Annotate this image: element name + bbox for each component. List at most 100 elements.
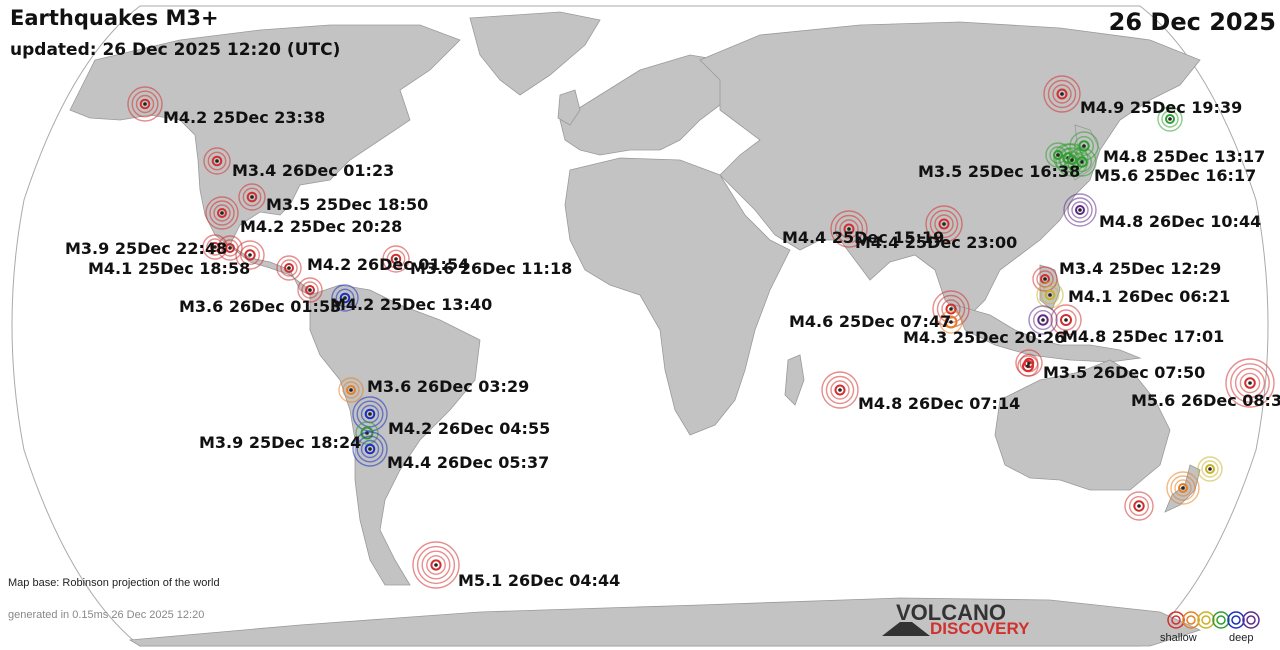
quake-ring (364, 443, 376, 455)
quake-label: M4.6 25Dec 07:47 (789, 312, 952, 331)
quake-epicenter (349, 388, 353, 392)
quake-marker[interactable] (1017, 355, 1039, 377)
quake-marker[interactable] (276, 255, 302, 281)
quake-marker[interactable] (925, 205, 963, 243)
quake-label: M4.2 25Dec 23:38 (163, 108, 326, 127)
quake-ring (944, 315, 958, 329)
quake-ring (339, 292, 351, 304)
quake-ring (352, 431, 388, 467)
quake-marker[interactable] (127, 86, 163, 122)
quake-ring (239, 244, 260, 265)
quake-marker[interactable] (352, 431, 388, 467)
quake-marker[interactable] (1043, 75, 1081, 113)
quake-ring (830, 380, 850, 400)
quake-ring (1052, 84, 1072, 104)
quake-epicenter (434, 563, 438, 567)
quake-ring (206, 238, 224, 256)
quake-marker[interactable] (202, 234, 228, 260)
quake-ring (1201, 460, 1219, 478)
quake-ring (280, 259, 298, 277)
quake-ring (331, 284, 359, 312)
quake-marker[interactable] (382, 245, 410, 273)
quake-ring (1055, 143, 1089, 177)
quake-ring (1017, 355, 1039, 377)
quake-ring (338, 377, 364, 403)
quake-ring (203, 147, 231, 175)
quake-ring (305, 285, 315, 295)
quake-label: M4.1 25Dec 18:58 (88, 259, 251, 278)
quake-ring (430, 559, 442, 571)
quake-ring (1032, 266, 1058, 292)
quake-ring (1071, 201, 1089, 219)
quake-ring (1050, 304, 1082, 336)
quake-ring (1055, 309, 1077, 331)
quake-ring (834, 214, 864, 244)
quake-marker[interactable] (297, 277, 323, 303)
quake-ring (1036, 270, 1054, 288)
quake-marker[interactable] (1124, 491, 1154, 521)
quake-label: M4.8 25Dec 17:01 (1062, 327, 1225, 346)
quake-label: M3.6 26Dec 01:53 (179, 297, 342, 316)
quake-marker[interactable] (338, 377, 364, 403)
quake-ring (1028, 305, 1058, 335)
quake-ring (1124, 491, 1154, 521)
quake-marker[interactable] (203, 147, 231, 175)
quake-ring (1047, 79, 1077, 109)
quake-ring (1205, 464, 1215, 474)
quake-marker[interactable] (1063, 193, 1097, 227)
quake-label: M5.1 26Dec 04:44 (458, 571, 621, 590)
quake-label: M4.2 26Dec 01:54 (307, 255, 470, 274)
quake-marker[interactable] (205, 196, 239, 230)
quake-marker[interactable] (1045, 142, 1071, 168)
quake-epicenter (1026, 364, 1030, 368)
south-america (309, 284, 481, 586)
quake-ring (1053, 150, 1063, 160)
legend-depth-swatch (1242, 611, 1260, 629)
legend-depth-swatch (1182, 611, 1200, 629)
quake-marker[interactable] (238, 183, 266, 211)
quake-ring (209, 200, 235, 226)
quake-ring (426, 555, 446, 575)
quake-epicenter (1064, 318, 1068, 322)
quake-ring (843, 223, 855, 235)
quake-marker[interactable] (1050, 304, 1082, 336)
quake-marker[interactable] (1028, 305, 1058, 335)
quake-marker[interactable] (1197, 456, 1223, 482)
quake-marker[interactable] (1157, 106, 1183, 132)
quake-marker[interactable] (939, 310, 963, 334)
quake-ring (246, 191, 258, 203)
quake-marker[interactable] (821, 371, 859, 409)
quake-ring (1043, 75, 1081, 113)
quake-ring (360, 426, 374, 440)
legend-deep-label: deep (1229, 632, 1254, 644)
quake-ring (364, 408, 376, 420)
quake-ring (421, 550, 451, 580)
quake-ring (242, 187, 262, 207)
quake-ring (355, 421, 379, 445)
quake-ring (1067, 197, 1093, 223)
quake-ring (1128, 496, 1149, 517)
quake-ring (821, 371, 859, 409)
quake-epicenter (1070, 158, 1074, 162)
logo-volcano-text: VOLCANO (896, 600, 1006, 625)
quake-ring (825, 375, 855, 405)
quake-marker[interactable] (830, 210, 868, 248)
australia (994, 359, 1171, 491)
quake-ring (1197, 456, 1223, 482)
quake-ring (925, 205, 963, 243)
quake-label: M4.8 25Dec 13:17 (1103, 147, 1266, 166)
quake-marker[interactable] (331, 284, 359, 312)
quake-marker[interactable] (1036, 281, 1064, 309)
quake-marker[interactable] (235, 240, 265, 270)
quake-marker[interactable] (1225, 358, 1275, 408)
quake-ring (276, 255, 302, 281)
quake-marker[interactable] (1166, 471, 1200, 505)
quake-epicenter (215, 159, 219, 163)
quake-ring (335, 288, 355, 308)
quake-epicenter (248, 253, 252, 257)
quake-ring (1239, 372, 1261, 394)
quake-ring (834, 384, 846, 396)
quake-marker[interactable] (412, 541, 460, 589)
quake-epicenter (847, 227, 851, 231)
